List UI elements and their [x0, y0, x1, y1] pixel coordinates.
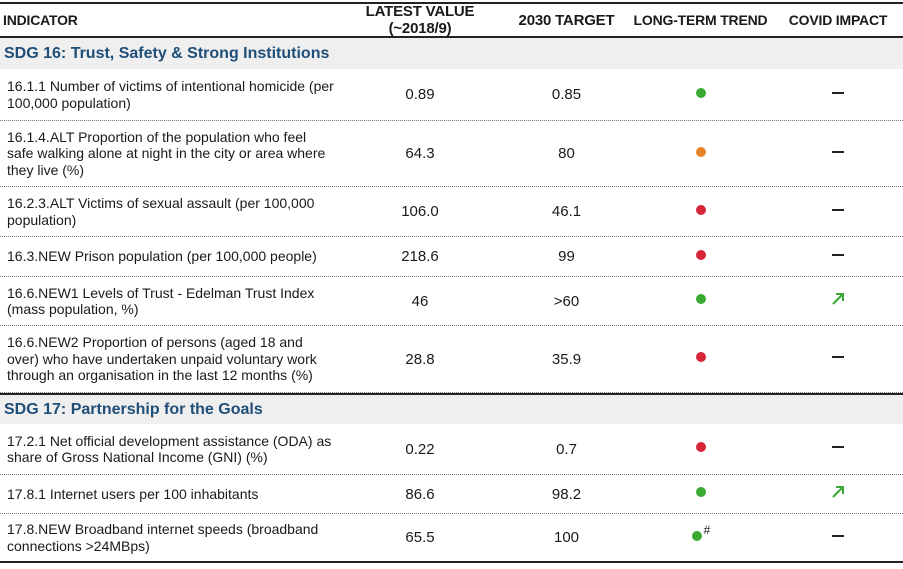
covid-cell [773, 292, 903, 306]
latest-value: 0.89 [405, 86, 435, 103]
trend-cell: # [628, 523, 773, 543]
covid-dash [832, 208, 844, 211]
trend-cell [628, 351, 773, 363]
latest-value: 28.8 [405, 350, 435, 368]
column-header: INDICATOR [3, 11, 78, 28]
trend-dot [695, 352, 706, 362]
column-header: LONG-TERM TREND [633, 12, 768, 28]
target-value: 99 [558, 248, 575, 265]
table-row: 16.1.1 Number of victims of intentional … [0, 69, 903, 121]
trend-cell [628, 293, 773, 305]
trend-cell [628, 486, 773, 498]
table-row: 17.8.NEW Broadband internet speeds (broa… [0, 514, 903, 563]
target-value: 46.1 [551, 203, 582, 220]
latest-value: 0.22 [405, 440, 435, 458]
table-row: 16.2.3.ALT Victims of sexual assault (pe… [0, 187, 903, 237]
covid-cell [773, 355, 903, 359]
latest-value: 86.6 [405, 485, 435, 503]
trend-dot [695, 294, 706, 304]
trend-dot [695, 87, 706, 98]
covid-arrow-up [832, 293, 844, 305]
indicator: 16.6.NEW1 Levels of Trust - Edelman Trus… [7, 284, 315, 318]
indicator: 17.8.NEW Broadband internet speeds (broa… [7, 521, 319, 554]
covid-cell [773, 445, 903, 449]
trend-dot [695, 487, 706, 497]
table-row: 17.2.1 Net official development assistan… [0, 424, 903, 475]
latest-value: 46 [411, 292, 429, 310]
indicator: 16.3.NEW Prison population (per 100,000 … [7, 248, 317, 265]
table-row: 16.1.4.ALT Proportion of the population … [0, 121, 903, 187]
covid-arrow-up [832, 486, 844, 498]
covid-cell [773, 150, 903, 154]
target-value: 80 [558, 145, 575, 162]
indicator: 16.6.NEW2 Proportion of persons (aged 18… [7, 334, 317, 384]
trend-cell [628, 249, 773, 261]
trend-dot [695, 146, 706, 157]
trend-cell [628, 204, 773, 216]
covid-cell [773, 91, 903, 95]
covid-dash [832, 534, 844, 537]
covid-dash [832, 253, 844, 256]
target-value: 98.2 [551, 485, 582, 503]
covid-dash [832, 150, 844, 153]
target-value: >60 [553, 292, 580, 310]
indicator: 17.8.1 Internet users per 100 inhabitant… [7, 485, 259, 502]
covid-dash [832, 91, 844, 94]
indicator: 17.2.1 Net official development assistan… [7, 432, 332, 466]
trend-note: # [703, 522, 711, 537]
table-row: 17.8.1 Internet users per 100 inhabitant… [0, 475, 903, 514]
section-header: SDG 17: Partnership for the Goals [0, 393, 903, 424]
trend-cell [628, 146, 773, 158]
target-value: 100 [553, 529, 580, 546]
section-header: SDG 16: Trust, Safety & Strong Instituti… [0, 38, 903, 69]
trend-cell [628, 87, 773, 99]
trend-cell [628, 441, 773, 453]
latest-value: 218.6 [401, 248, 439, 265]
latest-value: 65.5 [405, 529, 435, 546]
covid-cell [773, 534, 903, 538]
table-row: 16.6.NEW2 Proportion of persons (aged 18… [0, 326, 903, 393]
table-row: 16.6.NEW1 Levels of Trust - Edelman Trus… [0, 277, 903, 326]
indicator: 16.1.1 Number of victims of intentional … [7, 78, 334, 111]
indicator: 16.2.3.ALT Victims of sexual assault (pe… [7, 195, 315, 228]
trend-dot [695, 442, 706, 452]
covid-cell [773, 208, 903, 212]
column-header: 2030 TARGET [518, 11, 615, 29]
target-value: 0.85 [551, 86, 582, 103]
trend-dot [695, 204, 706, 215]
covid-dash [832, 446, 844, 448]
covid-cell [773, 253, 903, 257]
covid-dash [832, 356, 844, 358]
target-value: 0.7 [556, 440, 577, 458]
latest-value: 106.0 [401, 203, 439, 220]
indicator: 16.1.4.ALT Proportion of the population … [7, 128, 326, 178]
trend-dot [691, 530, 702, 541]
header-row: INDICATOR LATEST VALUE (~2018/9) 2030 TARG… [0, 2, 903, 38]
trend-dot [695, 249, 706, 260]
column-header: LATEST VALUE (~2018/9) [365, 3, 475, 37]
target-value: 35.9 [551, 350, 582, 368]
column-header: COVID IMPACT [788, 12, 888, 28]
table-row: 16.3.NEW Prison population (per 100,000 … [0, 237, 903, 277]
latest-value: 64.3 [405, 145, 435, 162]
covid-cell [773, 485, 903, 499]
